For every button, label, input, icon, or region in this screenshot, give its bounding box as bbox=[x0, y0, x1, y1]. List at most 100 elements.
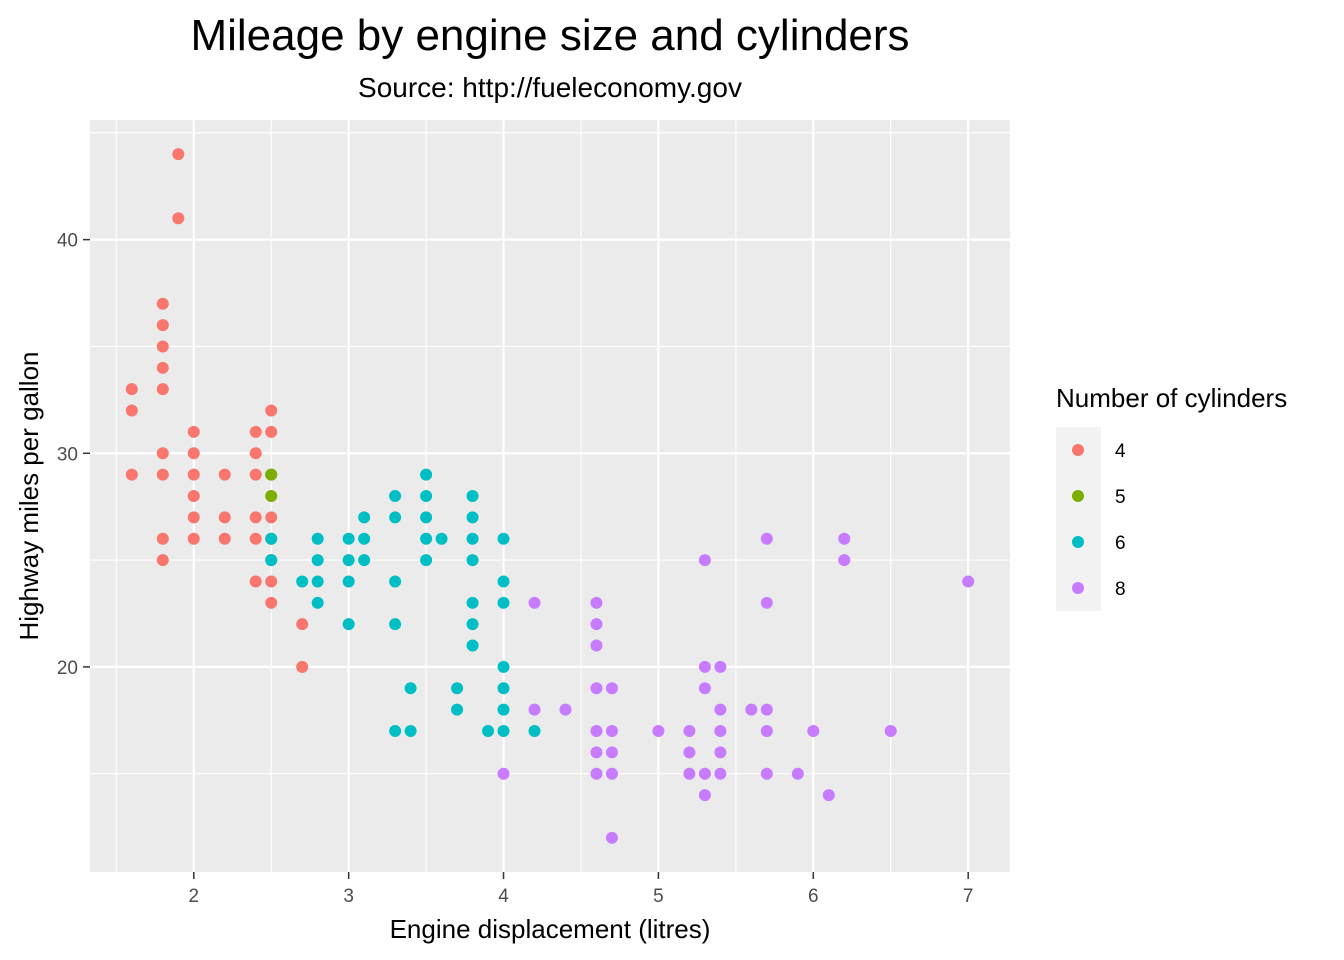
data-point-cyl-4 bbox=[156, 383, 169, 396]
data-point-cyl-6 bbox=[497, 682, 510, 695]
plot-panel bbox=[90, 120, 1010, 872]
x-tick-label: 7 bbox=[963, 886, 974, 907]
data-point-cyl-8 bbox=[605, 682, 618, 695]
data-point-cyl-8 bbox=[791, 767, 804, 780]
data-point-cyl-8 bbox=[590, 596, 603, 609]
minor-gridlines bbox=[90, 120, 1010, 872]
data-point-cyl-6 bbox=[311, 575, 324, 588]
data-point-cyl-4 bbox=[156, 468, 169, 481]
data-point-cyl-6 bbox=[497, 532, 510, 545]
data-point-cyl-8 bbox=[590, 767, 603, 780]
data-point-cyl-6 bbox=[497, 596, 510, 609]
chart-title: Mileage by engine size and cylinders bbox=[190, 11, 909, 60]
data-point-cyl-4 bbox=[296, 660, 309, 673]
data-point-cyl-6 bbox=[466, 532, 479, 545]
data-point-cyl-8 bbox=[884, 725, 897, 737]
data-point-cyl-6 bbox=[435, 532, 448, 545]
data-point-cyl-4 bbox=[156, 340, 169, 353]
legend-key-background bbox=[1056, 427, 1101, 611]
data-point-cyl-4 bbox=[249, 532, 262, 545]
data-point-cyl-4 bbox=[249, 575, 262, 588]
data-point-cyl-4 bbox=[125, 404, 138, 417]
data-point-cyl-8 bbox=[683, 767, 696, 780]
legend-label-6: 6 bbox=[1115, 533, 1126, 554]
data-point-cyl-8 bbox=[714, 703, 727, 716]
data-point-cyl-8 bbox=[605, 746, 618, 759]
data-point-cyl-8 bbox=[760, 725, 773, 737]
data-point-cyl-6 bbox=[389, 618, 402, 631]
data-point-cyl-8 bbox=[760, 596, 773, 609]
data-point-cyl-6 bbox=[420, 511, 433, 524]
data-point-cyl-6 bbox=[420, 490, 433, 502]
data-point-cyl-8 bbox=[760, 532, 773, 545]
data-point-cyl-6 bbox=[466, 554, 479, 567]
data-point-cyl-8 bbox=[714, 746, 727, 759]
data-points bbox=[125, 148, 975, 844]
data-point-cyl-6 bbox=[420, 532, 433, 545]
data-point-cyl-8 bbox=[822, 789, 835, 802]
y-tick-label: 40 bbox=[57, 231, 78, 252]
legend-key-6 bbox=[1072, 536, 1084, 548]
data-point-cyl-8 bbox=[838, 532, 851, 545]
data-point-cyl-4 bbox=[249, 468, 262, 481]
data-point-cyl-6 bbox=[358, 554, 371, 567]
data-point-cyl-4 bbox=[172, 148, 185, 161]
data-point-cyl-4 bbox=[218, 511, 231, 524]
legend-key-5 bbox=[1072, 490, 1084, 502]
data-point-cyl-8 bbox=[590, 639, 603, 652]
legend-label-8: 8 bbox=[1115, 579, 1126, 600]
data-point-cyl-8 bbox=[683, 746, 696, 759]
data-point-cyl-6 bbox=[497, 703, 510, 716]
data-point-cyl-5 bbox=[265, 490, 278, 502]
data-point-cyl-4 bbox=[187, 532, 200, 545]
data-point-cyl-4 bbox=[156, 532, 169, 545]
data-point-cyl-8 bbox=[559, 703, 572, 716]
data-point-cyl-6 bbox=[466, 596, 479, 609]
data-point-cyl-4 bbox=[156, 319, 169, 332]
data-point-cyl-6 bbox=[528, 725, 541, 737]
data-point-cyl-6 bbox=[497, 660, 510, 673]
data-point-cyl-4 bbox=[265, 596, 278, 609]
data-point-cyl-8 bbox=[698, 767, 711, 780]
data-point-cyl-6 bbox=[404, 725, 417, 737]
x-tick-label: 2 bbox=[188, 886, 199, 907]
chart-subtitle: Source: http://fueleconomy.gov bbox=[358, 72, 742, 103]
data-point-cyl-6 bbox=[342, 575, 355, 588]
data-point-cyl-4 bbox=[125, 383, 138, 396]
data-point-cyl-8 bbox=[605, 831, 618, 844]
data-point-cyl-8 bbox=[760, 767, 773, 780]
data-point-cyl-8 bbox=[760, 703, 773, 716]
data-point-cyl-4 bbox=[187, 425, 200, 438]
data-point-cyl-6 bbox=[358, 532, 371, 545]
data-point-cyl-4 bbox=[265, 404, 278, 417]
data-point-cyl-6 bbox=[265, 532, 278, 545]
data-point-cyl-4 bbox=[172, 212, 185, 225]
data-point-cyl-8 bbox=[590, 682, 603, 695]
legend-key-8 bbox=[1072, 582, 1084, 594]
y-axis-title: Highway miles per gallon bbox=[14, 351, 44, 640]
data-point-cyl-8 bbox=[590, 725, 603, 737]
data-point-cyl-8 bbox=[497, 767, 510, 780]
data-point-cyl-4 bbox=[249, 447, 262, 460]
data-point-cyl-6 bbox=[389, 511, 402, 524]
data-point-cyl-4 bbox=[156, 297, 169, 310]
data-point-cyl-6 bbox=[466, 639, 479, 652]
data-point-cyl-4 bbox=[187, 447, 200, 460]
data-point-cyl-4 bbox=[187, 511, 200, 524]
data-point-cyl-4 bbox=[265, 511, 278, 524]
data-point-cyl-6 bbox=[311, 532, 324, 545]
data-point-cyl-8 bbox=[838, 554, 851, 567]
legend-title: Number of cylinders bbox=[1056, 383, 1287, 413]
data-point-cyl-8 bbox=[714, 660, 727, 673]
data-point-cyl-6 bbox=[389, 725, 402, 737]
x-tick-label: 5 bbox=[653, 886, 664, 907]
data-point-cyl-4 bbox=[265, 575, 278, 588]
data-point-cyl-8 bbox=[962, 575, 975, 588]
y-axis-ticks: 20 30 40 bbox=[57, 231, 90, 679]
data-point-cyl-6 bbox=[466, 511, 479, 524]
data-point-cyl-6 bbox=[466, 618, 479, 631]
legend: Number of cylinders 4 5 6 8 bbox=[1056, 383, 1287, 611]
x-axis-ticks: 2 3 4 5 6 7 bbox=[188, 872, 973, 907]
x-tick-label: 3 bbox=[343, 886, 354, 907]
data-point-cyl-5 bbox=[265, 468, 278, 481]
